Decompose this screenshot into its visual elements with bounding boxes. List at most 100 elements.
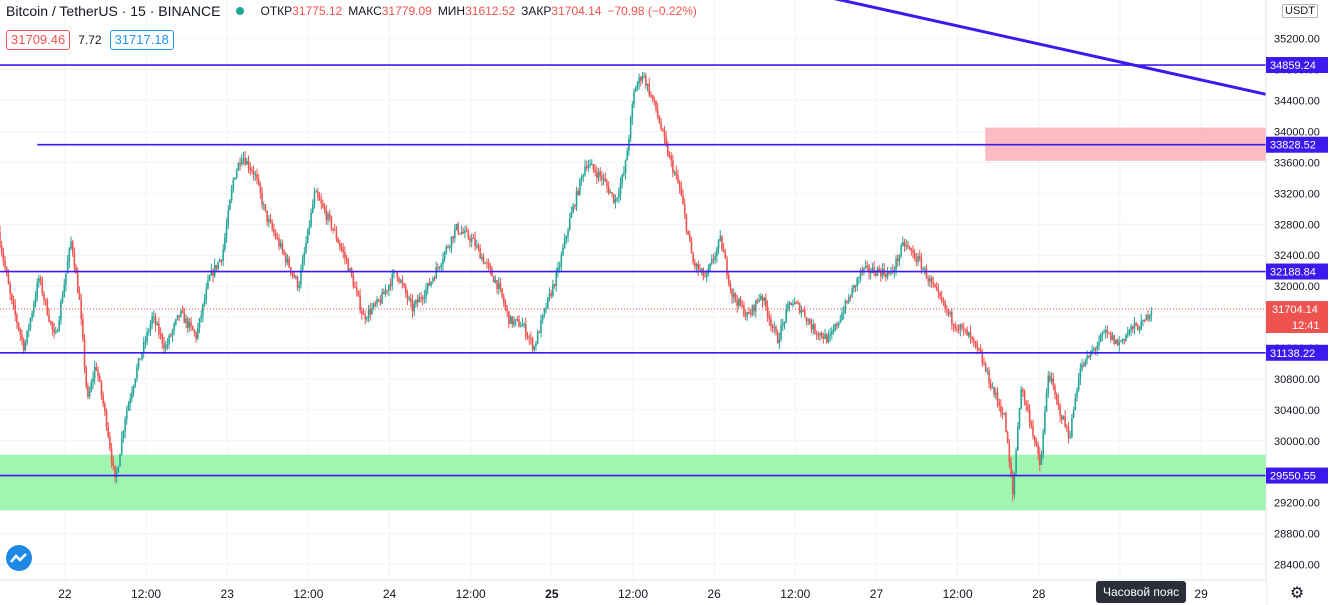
trendline[interactable] [771, 0, 1267, 96]
candle-down [653, 99, 656, 101]
price-tick-label: 32400.00 [1274, 250, 1320, 262]
candle-up [208, 275, 211, 281]
candle-down [907, 245, 909, 247]
candle-down [9, 284, 11, 294]
candle-up [624, 160, 627, 174]
candle-up [425, 289, 427, 297]
candle-down [702, 268, 705, 277]
candle-up [1081, 364, 1083, 370]
candle-down [1033, 436, 1036, 441]
gear-icon[interactable]: ⚙ [1289, 585, 1305, 602]
candle-down [401, 280, 404, 284]
candle-up [224, 237, 226, 250]
candle-up [986, 370, 989, 372]
candle-up [443, 251, 446, 260]
candle-down [805, 317, 808, 322]
candle-down [252, 171, 255, 175]
candle-down [981, 353, 984, 363]
candle-up [230, 189, 233, 201]
candle-down [283, 250, 285, 255]
level-price-badge [1266, 344, 1328, 361]
candle-up [619, 183, 622, 194]
price-axis[interactable]: 28400.0028800.0029200.0029600.0030000.00… [1265, 0, 1329, 605]
candle-up [448, 246, 451, 248]
candle-down [952, 323, 955, 326]
candle-down [704, 276, 706, 278]
candle-up [313, 192, 316, 205]
candle-down [1064, 416, 1066, 427]
candle-up [709, 263, 711, 270]
candle-down [447, 246, 449, 248]
sell-button[interactable]: 31709.46 [6, 30, 71, 50]
candle-up [65, 273, 67, 285]
candle-down [803, 310, 806, 318]
candle-down [945, 308, 948, 310]
candle-up [1148, 315, 1151, 320]
buy-button[interactable]: 31717.18 [109, 30, 174, 50]
candle-up [541, 314, 544, 320]
candle-down [553, 284, 556, 286]
candle-down [104, 403, 106, 411]
candle-down [645, 75, 647, 86]
candle-up [303, 252, 306, 260]
candle-down [966, 329, 968, 336]
candle-up [555, 272, 558, 286]
candle-up [295, 276, 297, 278]
candle-up [391, 273, 394, 286]
candle-up [310, 212, 312, 227]
market-status-icon [236, 7, 245, 15]
candle-down [109, 436, 111, 449]
symbol-title[interactable]: Bitcoin / TetherUS · 15 · BINANCE [6, 3, 221, 19]
level-price-label: 33828.52 [1270, 140, 1316, 152]
currency-badge[interactable]: USDT [1282, 4, 1318, 18]
high-label: МАКС [348, 4, 382, 18]
candle-down [776, 332, 779, 344]
candlestick-series [0, 72, 1153, 501]
candle-up [646, 83, 649, 86]
candle-up [124, 419, 126, 432]
candle-up [166, 344, 169, 347]
candle-up [738, 298, 740, 306]
candle-down [903, 242, 906, 247]
candle-up [536, 331, 539, 344]
candle-up [497, 283, 500, 290]
price-zones [0, 127, 1266, 511]
candle-up [1138, 330, 1141, 332]
candle-up [435, 267, 438, 279]
candle-up [590, 164, 593, 166]
candle-down [920, 258, 923, 270]
time-axis[interactable]: 22 12:00 23 12:00 24 12:00 25 12:00 26 12:00 27 12:… [0, 579, 1266, 605]
candle-down [611, 192, 613, 194]
candle-up [327, 213, 329, 221]
candle-up [580, 176, 583, 180]
candle-down [651, 94, 654, 100]
support-zone [0, 454, 1266, 511]
candle-down [347, 259, 350, 271]
candle-down [181, 310, 184, 313]
candle-up [27, 328, 30, 331]
candle-down [479, 248, 481, 259]
candle-up [242, 158, 245, 160]
time-axis-background [0, 580, 1266, 605]
candle-down [935, 287, 938, 290]
candle-down [462, 231, 465, 234]
candle-down [21, 334, 23, 340]
candle-down [971, 336, 973, 339]
candle-up [63, 284, 66, 297]
candle-up [760, 296, 762, 300]
tradingview-logo-icon[interactable] [6, 545, 32, 571]
candle-down [685, 214, 688, 231]
candle-down [930, 278, 933, 283]
low-label: МИН [437, 4, 466, 18]
candle-up [217, 262, 219, 269]
candle-up [146, 332, 148, 342]
candle-down [110, 448, 113, 462]
candle-up [582, 175, 585, 177]
candle-down [339, 243, 341, 247]
candle-up [54, 331, 57, 333]
candle-down [178, 315, 181, 317]
horizontal-levels[interactable] [0, 64, 1266, 477]
candle-down [574, 205, 576, 207]
candle-up [575, 190, 578, 207]
